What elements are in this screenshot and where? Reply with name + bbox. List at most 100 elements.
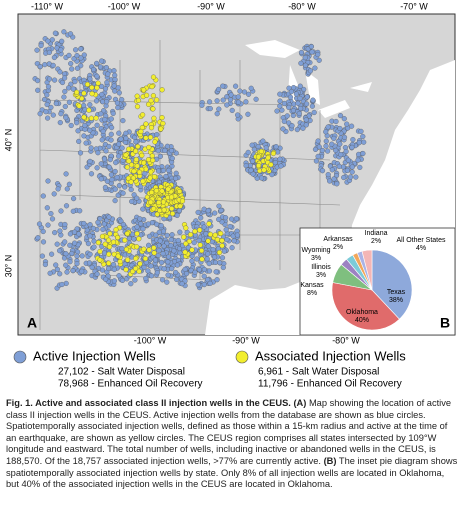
well-dot: [42, 261, 48, 268]
well-dot: [131, 236, 137, 242]
well-dot: [138, 183, 144, 189]
well-dot: [146, 144, 152, 150]
well-dot: [70, 208, 76, 214]
well-dot: [201, 282, 207, 288]
lon-label: -80° W: [332, 335, 360, 345]
well-dot: [57, 228, 63, 234]
well-dot: [182, 266, 188, 272]
well-dot: [112, 72, 118, 78]
well-dot: [71, 229, 78, 235]
well-dot: [273, 144, 279, 150]
well-dot: [115, 105, 121, 111]
well-dot: [119, 277, 126, 283]
well-dot: [151, 115, 157, 121]
well-dot: [36, 221, 43, 227]
caption-title: Fig. 1. Active and associated class II i…: [6, 398, 291, 408]
well-dot: [101, 221, 107, 227]
well-dot: [334, 181, 340, 187]
legend-line: 78,968 - Enhanced Oil Recovery: [58, 379, 203, 390]
well-dot: [59, 38, 65, 44]
well-dot: [135, 97, 142, 103]
well-dot: [102, 86, 109, 92]
well-dot: [158, 223, 164, 229]
well-dot: [319, 147, 325, 154]
well-dot: [87, 158, 93, 164]
well-dot: [91, 66, 97, 73]
well-dot: [89, 264, 95, 270]
well-dot: [310, 97, 316, 103]
slice-label: Kansas: [300, 282, 324, 289]
well-dot: [206, 268, 213, 274]
well-dot: [54, 241, 60, 247]
lon-label: -70° W: [400, 1, 428, 11]
well-dot: [45, 38, 51, 44]
well-dot: [63, 171, 69, 177]
well-dot: [183, 225, 189, 231]
well-dot: [57, 271, 63, 277]
well-dot: [81, 133, 87, 139]
well-dot: [261, 167, 267, 173]
well-dot: [269, 172, 275, 178]
well-dot: [156, 229, 162, 235]
well-dot: [216, 203, 222, 209]
well-dot: [53, 100, 59, 107]
well-dot: [53, 262, 59, 268]
lon-label: -90° W: [197, 1, 225, 11]
well-dot: [159, 188, 165, 194]
well-dot: [357, 164, 363, 170]
well-dot: [315, 153, 321, 159]
well-dot: [81, 220, 87, 227]
well-dot: [289, 123, 295, 129]
well-dot: [268, 162, 274, 168]
well-dot: [128, 162, 135, 168]
well-dot: [130, 175, 136, 181]
well-dot: [122, 237, 128, 243]
well-dot: [131, 192, 137, 198]
well-dot: [102, 117, 108, 123]
well-dot: [277, 91, 283, 97]
well-dot: [298, 49, 305, 56]
well-dot: [210, 247, 216, 253]
well-dot: [54, 266, 60, 272]
well-dot: [59, 281, 65, 288]
well-dot: [309, 49, 315, 55]
well-dot: [297, 83, 303, 89]
well-dot: [35, 235, 41, 241]
well-dot: [195, 282, 201, 288]
well-dot: [206, 261, 212, 267]
well-dot: [229, 245, 235, 251]
well-dot: [175, 237, 181, 244]
well-dot: [156, 248, 162, 254]
well-dot: [146, 242, 152, 248]
well-dot: [72, 79, 78, 85]
well-dot: [45, 84, 52, 90]
well-dot: [337, 141, 343, 147]
well-dot: [68, 61, 74, 67]
well-dot: [291, 85, 297, 91]
well-dot: [341, 116, 347, 122]
well-dot: [286, 104, 292, 110]
well-dot: [337, 125, 343, 132]
well-dot: [49, 37, 55, 43]
well-dot: [296, 110, 302, 117]
well-dot: [116, 141, 122, 147]
well-dot: [147, 134, 154, 140]
well-dot: [79, 268, 85, 274]
legend-line: 11,796 - Enhanced Oil Recovery: [258, 379, 402, 390]
well-dot: [263, 145, 269, 151]
well-dot: [123, 152, 129, 158]
well-dot: [145, 157, 152, 163]
well-dot: [51, 54, 57, 61]
well-dot: [304, 101, 310, 107]
well-dot: [110, 239, 117, 245]
well-dot: [93, 115, 99, 121]
well-dot: [106, 164, 112, 170]
well-dot: [97, 248, 103, 255]
well-dot: [106, 143, 112, 150]
well-dot: [141, 160, 147, 166]
well-dot: [146, 247, 152, 253]
well-dot: [159, 277, 166, 283]
well-dot: [235, 112, 241, 118]
well-dot: [95, 80, 101, 86]
well-dot: [220, 83, 226, 89]
